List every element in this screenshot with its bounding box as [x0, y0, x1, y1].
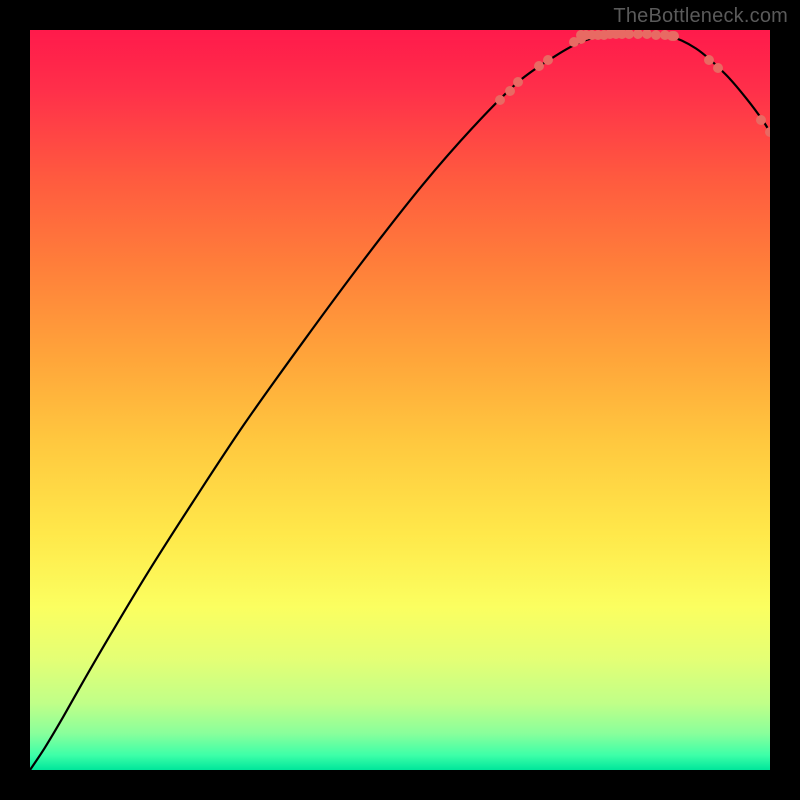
plot-area — [30, 30, 770, 770]
watermark-text: TheBottleneck.com — [613, 5, 788, 28]
data-point — [505, 86, 515, 96]
data-point — [543, 55, 553, 65]
data-point — [669, 31, 679, 41]
data-point — [704, 55, 714, 65]
curve-path — [30, 34, 770, 770]
bottleneck-curve — [30, 30, 770, 770]
data-point — [765, 127, 770, 137]
chart-canvas: TheBottleneck.com — [0, 0, 800, 800]
